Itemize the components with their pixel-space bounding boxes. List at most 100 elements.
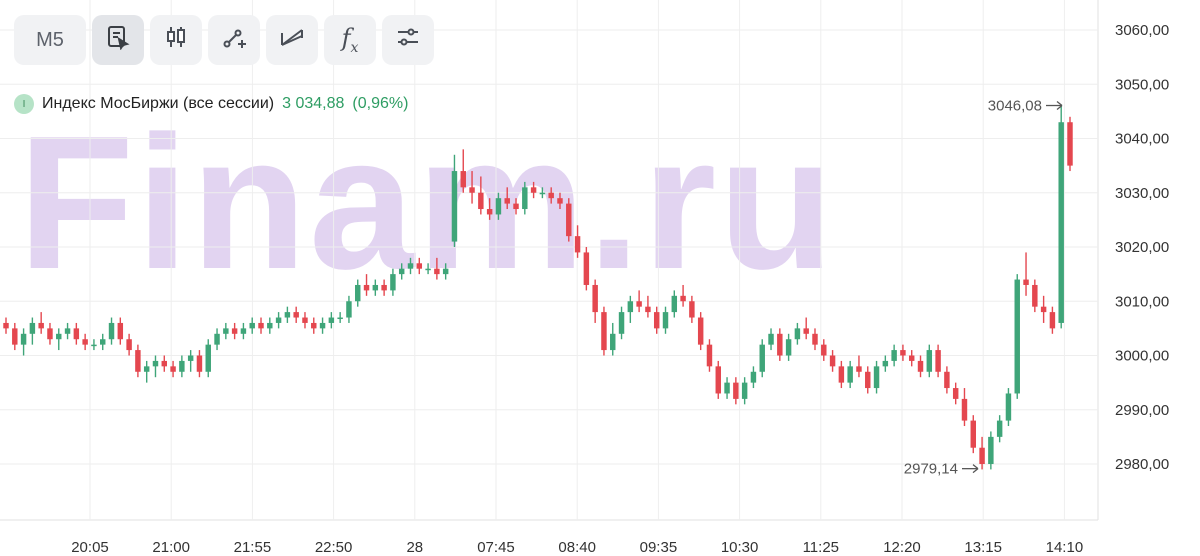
candle (539, 187, 546, 199)
candle (750, 366, 757, 389)
candle-body (917, 360, 924, 372)
y-tick-label: 3060,00 (1115, 22, 1169, 39)
candle (812, 328, 818, 351)
candle (944, 366, 950, 394)
trend-fan-button[interactable] (266, 15, 318, 65)
candle (856, 355, 862, 378)
candle (733, 377, 739, 405)
y-tick-label: 3010,00 (1115, 293, 1169, 310)
function-button[interactable]: fx (324, 15, 376, 65)
candle-body (372, 284, 379, 291)
y-tick-label: 3000,00 (1115, 348, 1169, 365)
candle-body (882, 360, 889, 367)
x-tick-label: 14:10 (1046, 539, 1084, 556)
candle-body (293, 312, 299, 318)
candle (618, 306, 625, 340)
draw-line-icon (221, 24, 247, 56)
function-icon: fx (341, 24, 359, 56)
candle (451, 154, 458, 247)
candle-body (610, 333, 616, 351)
y-tick-label: 3040,00 (1115, 131, 1169, 148)
candle (91, 339, 97, 351)
select-button[interactable] (92, 15, 144, 65)
candle (29, 317, 36, 345)
candle-body (680, 295, 686, 302)
candle-body (1023, 279, 1029, 285)
candle (478, 176, 484, 215)
candle (407, 257, 414, 275)
candle (785, 333, 792, 361)
candle-body (1058, 122, 1064, 323)
candle (1032, 279, 1038, 313)
candle-body (583, 252, 590, 285)
candle (416, 257, 423, 275)
candle (214, 328, 220, 351)
candle-body (566, 203, 572, 237)
candle-body (539, 192, 546, 195)
candle-body (152, 360, 159, 367)
select-icon (105, 24, 131, 56)
candle (935, 344, 941, 378)
x-tick-label: 28 (406, 539, 423, 556)
candle-body (267, 322, 273, 329)
candle-body (592, 284, 598, 313)
candle (829, 350, 836, 372)
candle (996, 415, 1003, 443)
candle (952, 382, 959, 405)
candle-body (715, 366, 721, 394)
candle (311, 317, 317, 334)
settings-button[interactable] (382, 15, 434, 65)
x-axis: 20:05 21:00 21:55 22:50 28 07:45 08:40 09:35 10:… (71, 539, 1083, 556)
candle-body (513, 203, 519, 210)
candle (979, 436, 985, 470)
candle (328, 312, 335, 329)
candle (548, 187, 554, 204)
candle (73, 322, 80, 345)
candle-body (1014, 279, 1020, 394)
candle (873, 360, 880, 394)
candle-body (926, 350, 933, 372)
candle-body (29, 322, 36, 334)
candle (495, 192, 502, 220)
candle-body (64, 328, 71, 334)
candle-body (56, 333, 62, 340)
candle-body (504, 198, 510, 204)
candle (319, 317, 326, 334)
candle-body (100, 339, 106, 345)
candle (566, 198, 572, 242)
y-tick-label: 2990,00 (1115, 402, 1169, 419)
candle-body (794, 328, 801, 340)
candle (689, 295, 695, 323)
candle (170, 360, 176, 378)
arrow-icon (1056, 101, 1063, 111)
draw-line-button[interactable] (208, 15, 260, 65)
candle (258, 317, 264, 334)
candles-button[interactable] (150, 15, 202, 65)
candle-body (697, 317, 704, 345)
settings-sliders-icon (395, 24, 421, 56)
candle (179, 355, 185, 378)
candle-body (636, 301, 642, 307)
candle-body (442, 268, 449, 275)
timeframe-button[interactable]: M5 (14, 15, 86, 65)
candle (135, 344, 141, 378)
price-annotation-label: 3046,08 (988, 98, 1042, 115)
candle (434, 257, 440, 280)
candle-body (988, 436, 994, 464)
candle (601, 306, 607, 356)
candle-body (847, 366, 853, 383)
candle (741, 377, 748, 405)
candle-body (275, 317, 282, 323)
candle (143, 360, 150, 383)
candle-body (390, 274, 396, 291)
candle (610, 322, 616, 356)
candle (645, 295, 651, 318)
candle-body (346, 301, 352, 318)
candle-body (355, 284, 361, 302)
candle-body (1067, 122, 1073, 166)
candle (680, 284, 686, 307)
candle (592, 279, 598, 323)
trend-fan-icon (279, 24, 305, 56)
candle (697, 312, 704, 351)
